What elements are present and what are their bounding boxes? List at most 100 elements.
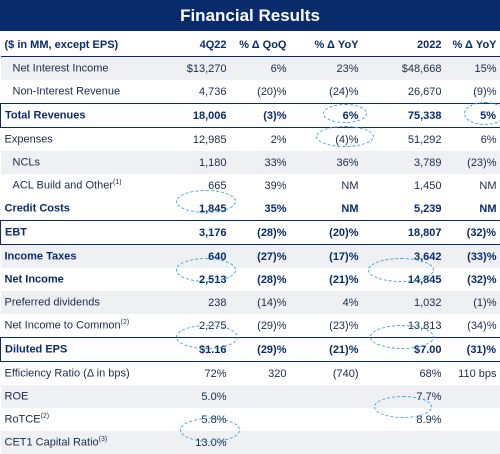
row-label-text: Net Income to Common bbox=[5, 320, 121, 332]
row-label-text: NCLs bbox=[13, 157, 41, 169]
table-cell: $48,668 bbox=[363, 57, 446, 81]
table-cell: (20)% bbox=[231, 80, 291, 104]
table-cell: 3,176 bbox=[151, 221, 231, 245]
table-cell: 4% bbox=[291, 291, 363, 314]
table-cell: 26,670 bbox=[363, 80, 446, 104]
table-cell bbox=[446, 385, 500, 408]
table-cell: 36% bbox=[291, 151, 363, 174]
row-label: RoTCE(2) bbox=[1, 408, 151, 431]
table-cell: 51,292 bbox=[363, 128, 446, 152]
row-label-text: EBT bbox=[5, 227, 27, 239]
table-cell: (14)% bbox=[231, 291, 291, 314]
table-cell: 2,275 bbox=[151, 314, 231, 338]
row-label: ACL Build and Other(1) bbox=[1, 174, 151, 197]
table-cell: $1.16 bbox=[151, 338, 231, 362]
table-cell: 18,807 bbox=[363, 221, 446, 245]
table-cell: 14,845 bbox=[363, 268, 446, 291]
table-cell: 2% bbox=[231, 128, 291, 152]
table-cell: (32)% bbox=[446, 268, 500, 291]
row-label-text: Expenses bbox=[5, 134, 53, 146]
table-cell: 13,813 bbox=[363, 314, 446, 338]
table-cell: (33)% bbox=[446, 245, 500, 269]
table-cell bbox=[231, 385, 291, 408]
table-cell: (740) bbox=[291, 362, 363, 386]
table-cell: 6% bbox=[231, 57, 291, 81]
page-title: Financial Results bbox=[0, 0, 500, 31]
row-label: Preferred dividends bbox=[1, 291, 151, 314]
row-label: Total Revenues bbox=[1, 104, 151, 128]
footnote-ref: (2) bbox=[121, 319, 130, 326]
table-cell: 665 bbox=[151, 174, 231, 197]
table-cell: 1,845 bbox=[151, 197, 231, 221]
row-label: Net Income bbox=[1, 268, 151, 291]
table-cell: 238 bbox=[151, 291, 231, 314]
footnote-ref: (2) bbox=[41, 413, 50, 420]
row-label-text: Net Income bbox=[5, 274, 64, 286]
table-cell: (29)% bbox=[231, 314, 291, 338]
table-cell: 13.0% bbox=[151, 431, 231, 454]
row-label-text: RoTCE bbox=[5, 414, 41, 426]
table-cell: (29)% bbox=[231, 338, 291, 362]
row-label: Net Income to Common(2) bbox=[1, 314, 151, 338]
table-cell: NM bbox=[291, 197, 363, 221]
table-cell: (34)% bbox=[446, 314, 500, 338]
table-row: EBT 3,176(28)%(20)%18,807(32)% bbox=[1, 221, 500, 245]
header-2022: 2022 bbox=[363, 33, 446, 57]
table-cell bbox=[446, 431, 500, 454]
table-cell: 640 bbox=[151, 245, 231, 269]
table-cell: (4)% bbox=[291, 128, 363, 152]
table-cell: (32)% bbox=[446, 221, 500, 245]
table-cell: 39% bbox=[231, 174, 291, 197]
footnote-ref: (3) bbox=[99, 436, 108, 443]
table-row: Efficiency Ratio (Δ in bps)72%320(740)68… bbox=[1, 362, 500, 386]
table-row: Non-Interest Revenue 4,736(20)%(24)%26,67… bbox=[1, 80, 500, 104]
table-cell bbox=[231, 408, 291, 431]
table-cell: 6% bbox=[446, 128, 500, 152]
row-label: ROE bbox=[1, 385, 151, 408]
table-cell: 4,736 bbox=[151, 80, 231, 104]
table-cell: (21)% bbox=[291, 268, 363, 291]
row-label-text: CET1 Capital Ratio bbox=[5, 437, 99, 449]
row-label-text: Diluted EPS bbox=[5, 344, 67, 356]
table-cell: (27)% bbox=[231, 245, 291, 269]
table-cell: (20)% bbox=[291, 221, 363, 245]
table-cell: 33% bbox=[231, 151, 291, 174]
header-row: ($ in MM, except EPS) 4Q22 % Δ QoQ % Δ Y… bbox=[1, 33, 500, 57]
row-label-text: ACL Build and Other bbox=[13, 180, 113, 192]
table-cell: (17)% bbox=[291, 245, 363, 269]
header-4q22: 4Q22 bbox=[151, 33, 231, 57]
table-cell: NM bbox=[446, 174, 500, 197]
table-cell: (9)% bbox=[446, 80, 500, 104]
table-cell: (24)% bbox=[291, 80, 363, 104]
table-cell: 5.8% bbox=[151, 408, 231, 431]
row-label-text: Total Revenues bbox=[5, 110, 86, 122]
table-cell: 8.9% bbox=[363, 408, 446, 431]
row-label: CET1 Capital Ratio(3) bbox=[1, 431, 151, 454]
row-label: NCLs bbox=[1, 151, 151, 174]
row-label: Credit Costs bbox=[1, 197, 151, 221]
table-cell bbox=[446, 408, 500, 431]
table-row: RoTCE(2)5.8%8.9% bbox=[1, 408, 500, 431]
row-label: Efficiency Ratio (Δ in bps) bbox=[1, 362, 151, 386]
table-cell: 18,006 bbox=[151, 104, 231, 128]
table-cell: 5.0% bbox=[151, 385, 231, 408]
row-label: EBT bbox=[1, 221, 151, 245]
row-label-text: Non-Interest Revenue bbox=[13, 86, 121, 98]
table-cell: 72% bbox=[151, 362, 231, 386]
table-cell: (31)% bbox=[446, 338, 500, 362]
row-label: Diluted EPS bbox=[1, 338, 151, 362]
table-cell: 23% bbox=[291, 57, 363, 81]
table-cell: (23)% bbox=[446, 151, 500, 174]
row-label-text: Preferred dividends bbox=[5, 297, 100, 309]
table-cell: (28)% bbox=[231, 221, 291, 245]
table-cell: 3,642 bbox=[363, 245, 446, 269]
row-label-text: Credit Costs bbox=[5, 203, 70, 215]
table-cell: (3)% bbox=[231, 104, 291, 128]
